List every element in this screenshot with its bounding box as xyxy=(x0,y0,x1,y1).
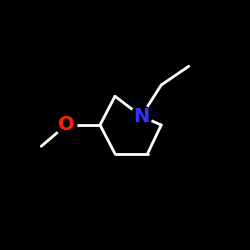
Text: N: N xyxy=(133,107,150,126)
Circle shape xyxy=(56,114,77,136)
Text: O: O xyxy=(58,116,74,134)
Circle shape xyxy=(131,106,152,127)
